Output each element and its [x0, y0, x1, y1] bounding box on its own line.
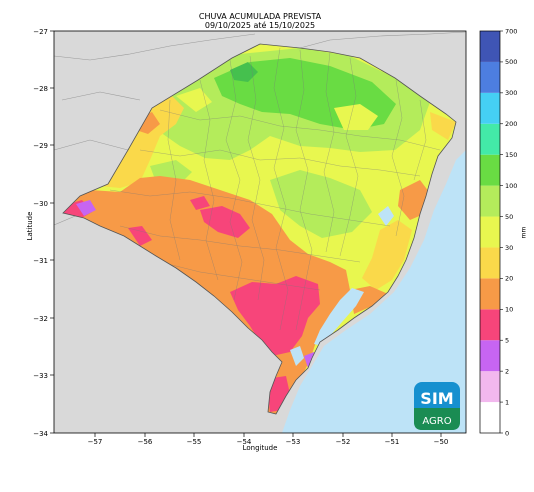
x-tick-label: −52: [336, 438, 351, 446]
colorbar-tick-label: 2: [505, 367, 509, 375]
x-tick-label: −53: [286, 438, 301, 446]
colorbar-band: [480, 402, 500, 433]
colorbar-band: [480, 216, 500, 248]
municipal-boundaries: [109, 47, 441, 331]
colorbar-band: [480, 92, 500, 124]
colorbar-tick-label: 0: [505, 429, 509, 437]
map-title: CHUVA ACUMULADA PREVISTA: [198, 12, 322, 21]
logo-text-sim: SIM: [420, 389, 453, 408]
colorbar-band: [480, 340, 500, 372]
x-tick-label: −50: [434, 438, 449, 446]
colorbar-unit: mm: [520, 226, 528, 239]
colorbar-tick-label: 200: [505, 120, 517, 128]
map-date-range: 09/10/2025 até 15/10/2025: [204, 21, 316, 30]
x-tick-label: −54: [237, 438, 252, 446]
country-borders: [53, 31, 467, 226]
colorbar-band: [480, 371, 500, 403]
y-tick-label: −32: [33, 315, 48, 323]
colorbar-tick-label: 300: [505, 89, 517, 97]
y-tick-label: −29: [33, 142, 48, 150]
colorbar-band: [480, 123, 500, 155]
colorbar-tick-label: 50: [505, 213, 513, 221]
x-axis-label: Longitude: [242, 444, 278, 452]
colorbar-band: [480, 61, 500, 93]
y-axis-label: Latitude: [26, 211, 34, 241]
colorbar: 0 1 2 5 10 20 30 50 100 150 200 300 500 700: [479, 27, 517, 437]
y-tick-label: −27: [33, 28, 48, 36]
sim-agro-logo: SIM AGRO: [414, 382, 460, 430]
y-tick-label: −34: [33, 430, 48, 438]
colorbar-tick-label: 100: [505, 182, 517, 190]
colorbar-band: [480, 154, 500, 186]
y-axis: −27 −28 −29 −30 −31 −32 −33 −34: [33, 28, 54, 438]
colorbar-tick-label: 10: [505, 306, 513, 314]
x-tick-label: −57: [88, 438, 103, 446]
colorbar-tick-label: 30: [505, 244, 513, 252]
y-tick-label: −31: [33, 257, 48, 265]
colorbar-band: [480, 247, 500, 279]
ocean: [282, 150, 466, 433]
axes-frame: [53, 30, 467, 434]
colorbar-tick-label: 1: [505, 398, 509, 406]
x-tick-label: −51: [385, 438, 400, 446]
colorbar-tick-label: 150: [505, 151, 517, 159]
colorbar-tick-label: 20: [505, 275, 513, 283]
colorbar-band: [480, 309, 500, 341]
colorbar-tick-label: 500: [505, 58, 517, 66]
y-tick-label: −28: [33, 85, 48, 93]
logo-text-agro: AGRO: [422, 416, 451, 427]
x-axis: −57 −56 −55 −54 −53 −52 −51 −50: [88, 433, 449, 446]
colorbar-band: [480, 278, 500, 310]
y-tick-label: −30: [33, 200, 48, 208]
colorbar-tick-label: 5: [505, 337, 509, 345]
x-tick-label: −56: [138, 438, 153, 446]
colorbar-band: [480, 31, 500, 62]
colorbar-band: [480, 185, 500, 217]
colorbar-tick-label: 700: [505, 27, 517, 35]
y-tick-label: −33: [33, 372, 48, 380]
x-tick-label: −55: [187, 438, 202, 446]
